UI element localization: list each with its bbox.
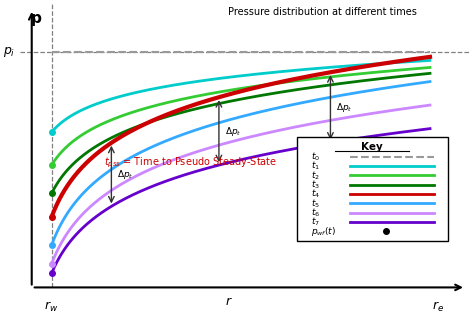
Text: $r_e$: $r_e$ (432, 300, 444, 313)
Text: $p_{wf}(t)$: $p_{wf}(t)$ (310, 225, 336, 238)
Text: Pressure distribution at different times: Pressure distribution at different times (228, 7, 417, 16)
Text: $t_7$: $t_7$ (310, 216, 319, 228)
Text: $\Delta p_t$: $\Delta p_t$ (225, 125, 241, 138)
FancyBboxPatch shape (297, 137, 448, 240)
Text: $t_4$: $t_4$ (310, 188, 319, 200)
Text: $\Delta p_t$: $\Delta p_t$ (118, 168, 134, 181)
Text: $t_1$: $t_1$ (310, 160, 319, 172)
Text: $t_0$: $t_0$ (310, 150, 319, 163)
Text: $\Delta p_t$: $\Delta p_t$ (337, 101, 353, 114)
Text: $t_{pss}$ = Time to Pseudo Steady-State: $t_{pss}$ = Time to Pseudo Steady-State (104, 155, 278, 170)
Text: $r$: $r$ (225, 295, 233, 308)
Text: $t_6$: $t_6$ (310, 206, 320, 219)
Text: $p_i$: $p_i$ (3, 45, 16, 59)
Text: Key: Key (361, 142, 383, 152)
Text: $r_w$: $r_w$ (45, 300, 59, 313)
Text: $t_3$: $t_3$ (310, 178, 319, 191)
Text: $t_5$: $t_5$ (310, 197, 319, 210)
Text: p: p (30, 11, 41, 26)
Text: $t_2$: $t_2$ (310, 169, 319, 181)
